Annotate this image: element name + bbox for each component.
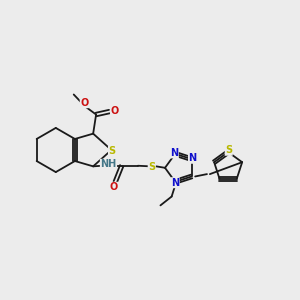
Text: S: S bbox=[225, 145, 232, 155]
Text: N: N bbox=[170, 148, 178, 158]
Text: O: O bbox=[110, 106, 119, 116]
Text: NH: NH bbox=[100, 159, 117, 169]
Text: N: N bbox=[171, 178, 179, 188]
Text: N: N bbox=[188, 153, 196, 163]
Text: O: O bbox=[80, 98, 88, 108]
Text: S: S bbox=[108, 146, 116, 156]
Text: O: O bbox=[110, 182, 118, 192]
Text: S: S bbox=[148, 162, 155, 172]
